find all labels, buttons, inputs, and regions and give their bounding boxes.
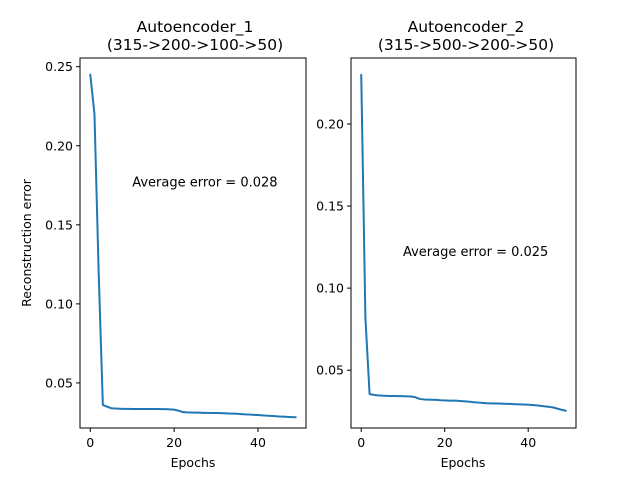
axis-ticks: 0 20 40 0.05 0.10 0.15 0.20 — [316, 116, 536, 450]
x-axis-label: Epochs — [441, 455, 486, 470]
y-axis-label: Reconstruction error — [19, 178, 34, 307]
axis-ticks: 0 20 40 0.05 0.10 0.15 0.20 0.25 — [45, 59, 266, 450]
x-axis-label: Epochs — [171, 455, 216, 470]
x-tick-label: 0 — [86, 435, 94, 450]
series-line — [89, 73, 297, 419]
average-error-annotation: Average error = 0.025 — [403, 245, 548, 260]
plot-frame — [79, 57, 307, 429]
y-tick-label: 0.10 — [45, 296, 73, 311]
series-line — [360, 73, 567, 412]
average-error-annotation: Average error = 0.028 — [132, 175, 277, 190]
y-tick-label: 0.25 — [45, 59, 73, 74]
x-tick-label: 40 — [520, 435, 536, 450]
chart-autoencoder-2: Autoencoder_2 (315->500->200->50) 0 20 400… — [316, 18, 577, 470]
x-tick-label: 20 — [166, 435, 182, 450]
plot-frame — [350, 57, 577, 429]
y-tick-label: 0.20 — [45, 138, 73, 153]
y-tick-label: 0.10 — [316, 281, 344, 296]
y-tick-label: 0.05 — [316, 363, 344, 378]
x-tick-label: 0 — [357, 435, 365, 450]
y-tick-label: 0.15 — [45, 217, 73, 232]
chart-title-line-1: Autoencoder_2 — [408, 18, 525, 37]
y-tick-label: 0.20 — [316, 116, 344, 131]
chart-title-line-2: (315->200->100->50) — [107, 36, 283, 54]
y-tick-label: 0.15 — [316, 199, 344, 214]
chart-title-line-1: Autoencoder_1 — [137, 18, 254, 37]
x-tick-label: 20 — [437, 435, 453, 450]
y-tick-label: 0.05 — [45, 375, 73, 390]
x-tick-label: 40 — [250, 435, 266, 450]
chart-title-line-2: (315->500->200->50) — [378, 36, 554, 54]
chart-autoencoder-1: Autoencoder_1 (315->200->100->50) 0 20 400… — [19, 18, 307, 470]
